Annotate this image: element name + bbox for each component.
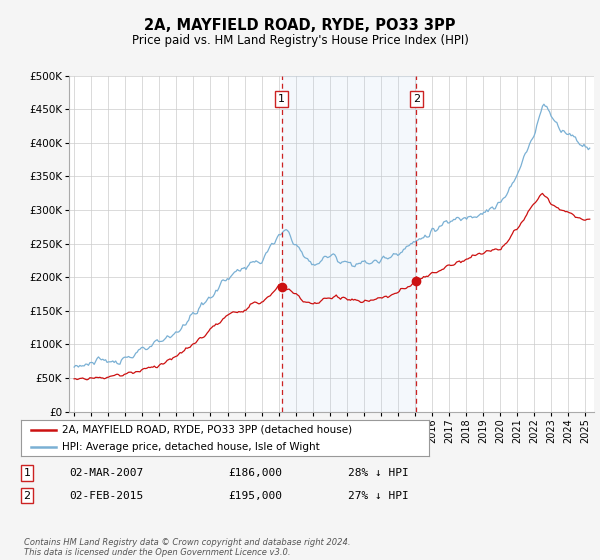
Text: 28% ↓ HPI: 28% ↓ HPI xyxy=(348,468,409,478)
Text: Price paid vs. HM Land Registry's House Price Index (HPI): Price paid vs. HM Land Registry's House … xyxy=(131,34,469,47)
Bar xyxy=(281,76,416,412)
Text: 2: 2 xyxy=(23,491,31,501)
Text: 02-FEB-2015: 02-FEB-2015 xyxy=(69,491,143,501)
Text: Contains HM Land Registry data © Crown copyright and database right 2024.
This d: Contains HM Land Registry data © Crown c… xyxy=(24,538,350,557)
Text: 2A, MAYFIELD ROAD, RYDE, PO33 3PP: 2A, MAYFIELD ROAD, RYDE, PO33 3PP xyxy=(144,18,456,32)
Text: HPI: Average price, detached house, Isle of Wight: HPI: Average price, detached house, Isle… xyxy=(62,442,320,451)
Text: £186,000: £186,000 xyxy=(228,468,282,478)
Text: 02-MAR-2007: 02-MAR-2007 xyxy=(69,468,143,478)
Text: 1: 1 xyxy=(23,468,31,478)
Text: 27% ↓ HPI: 27% ↓ HPI xyxy=(348,491,409,501)
Text: 2: 2 xyxy=(413,94,420,104)
Text: £195,000: £195,000 xyxy=(228,491,282,501)
Text: 1: 1 xyxy=(278,94,285,104)
Text: 2A, MAYFIELD ROAD, RYDE, PO33 3PP (detached house): 2A, MAYFIELD ROAD, RYDE, PO33 3PP (detac… xyxy=(62,425,352,435)
